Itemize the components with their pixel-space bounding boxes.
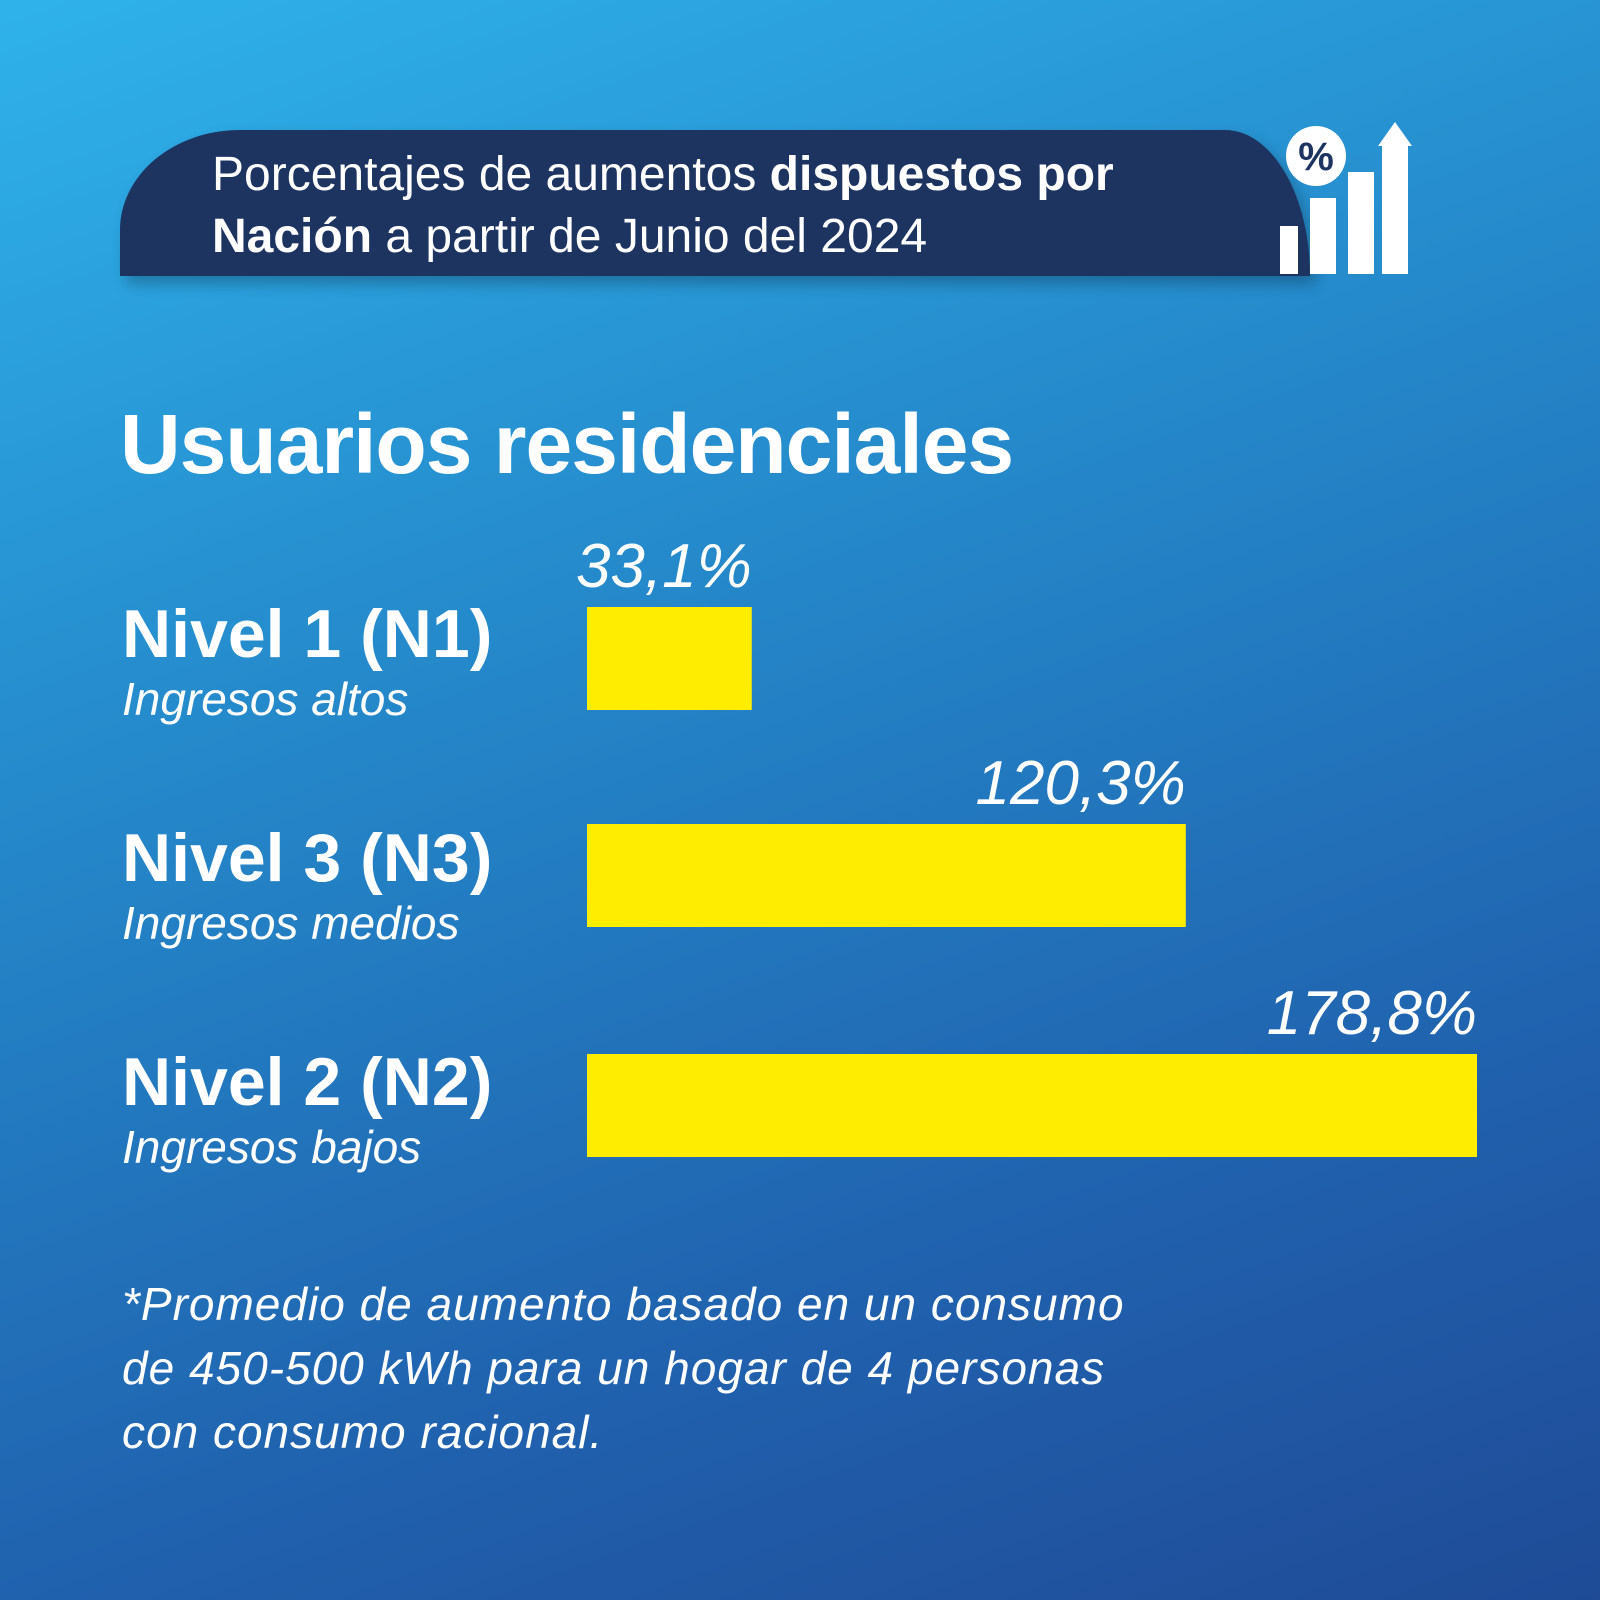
icon-bar-1 <box>1280 226 1298 274</box>
header-title-part2: a partir de Junio del 2024 <box>372 210 928 263</box>
icon-bar-2 <box>1310 198 1336 274</box>
bar-2 <box>587 1054 1477 1157</box>
row-label-1: Nivel 3 (N3) Ingresos medios <box>122 820 562 950</box>
percent-symbol-icon: % <box>1298 135 1334 179</box>
row-label-0: Nivel 1 (N1) Ingresos altos <box>122 596 562 726</box>
row-label-2: Nivel 2 (N2) Ingresos bajos <box>122 1044 562 1174</box>
category-label-0: Nivel 1 (N1) <box>122 596 493 672</box>
header-title-bold1: dispuestos por <box>769 148 1114 201</box>
category-label-1: Nivel 3 (N3) <box>122 820 493 896</box>
value-label-1: 120,3% <box>976 749 1186 818</box>
footnote-line-2: de 450-500 kWh para un hogar de 4 person… <box>122 1342 1106 1394</box>
chart-title: Usuarios residenciales <box>120 397 1014 491</box>
header-title-bold2: Nación <box>212 210 373 263</box>
footnote: *Promedio de aumento basado en un consum… <box>122 1272 1542 1464</box>
category-label-2: Nivel 2 (N2) <box>122 1044 493 1120</box>
value-label-2: 178,8% <box>1267 979 1477 1048</box>
percent-growth-chart-icon: % <box>1280 122 1412 274</box>
subcategory-label-1: Ingresos medios <box>122 897 460 949</box>
subcategory-label-0: Ingresos altos <box>122 673 409 725</box>
icon-arrow-head <box>1378 122 1412 146</box>
bar-0 <box>587 607 752 710</box>
bar-1 <box>587 824 1186 927</box>
value-label-0: 33,1% <box>576 532 752 601</box>
footnote-line-3: con consumo racional. <box>122 1406 604 1458</box>
header-title-part1: Porcentajes de aumentos <box>212 148 770 201</box>
header-title: Porcentajes de aumentos dispuestos por N… <box>212 144 1292 268</box>
icon-bar-4 <box>1382 142 1408 274</box>
footnote-line-1: *Promedio de aumento basado en un consum… <box>122 1278 1125 1330</box>
icon-bar-3 <box>1348 172 1374 274</box>
header-banner <box>120 130 1310 276</box>
percent-badge <box>1286 126 1346 186</box>
subcategory-label-2: Ingresos bajos <box>122 1121 422 1173</box>
